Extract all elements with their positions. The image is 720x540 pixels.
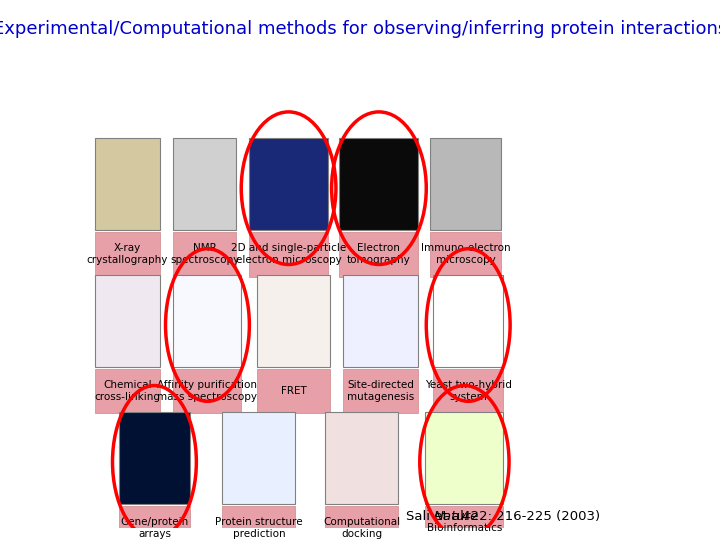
Text: Computational
docking: Computational docking [323, 517, 400, 539]
FancyBboxPatch shape [249, 232, 328, 276]
FancyBboxPatch shape [257, 275, 330, 367]
FancyBboxPatch shape [222, 505, 295, 540]
FancyBboxPatch shape [325, 505, 398, 540]
Text: Protein structure
prediction: Protein structure prediction [215, 517, 302, 539]
FancyBboxPatch shape [174, 275, 241, 367]
FancyBboxPatch shape [257, 369, 330, 414]
FancyBboxPatch shape [339, 138, 418, 230]
FancyBboxPatch shape [95, 275, 160, 367]
FancyBboxPatch shape [425, 412, 503, 504]
FancyBboxPatch shape [431, 232, 500, 276]
Text: X-ray
crystallography: X-ray crystallography [86, 244, 168, 265]
FancyBboxPatch shape [343, 369, 418, 414]
FancyBboxPatch shape [425, 505, 503, 540]
Text: Sali et al.: Sali et al. [406, 510, 472, 523]
FancyBboxPatch shape [95, 232, 160, 276]
Text: Bioinformatics: Bioinformatics [427, 523, 502, 533]
FancyBboxPatch shape [249, 138, 328, 230]
Text: FRET: FRET [281, 386, 307, 396]
FancyBboxPatch shape [174, 232, 235, 276]
FancyBboxPatch shape [174, 138, 235, 230]
Text: Site-directed
mutagenesis: Site-directed mutagenesis [347, 380, 414, 402]
FancyBboxPatch shape [120, 505, 189, 540]
FancyBboxPatch shape [95, 369, 160, 414]
Text: 2D and single-particle
electron microscopy: 2D and single-particle electron microsco… [231, 244, 346, 265]
Text: Experimental/Computational methods for observing/inferring protein interactions: Experimental/Computational methods for o… [0, 20, 720, 38]
FancyBboxPatch shape [339, 232, 418, 276]
Text: Affinity purification
mass spectroscopy: Affinity purification mass spectroscopy [158, 380, 258, 402]
Text: Yeast two-hybrid
system: Yeast two-hybrid system [425, 380, 512, 402]
Text: Nature: Nature [433, 510, 479, 523]
FancyBboxPatch shape [222, 412, 295, 504]
Text: Chemical
cross-linking: Chemical cross-linking [94, 380, 161, 402]
FancyBboxPatch shape [120, 412, 189, 504]
FancyBboxPatch shape [431, 138, 500, 230]
FancyBboxPatch shape [95, 138, 160, 230]
Text: 422: 216-225 (2003): 422: 216-225 (2003) [459, 510, 600, 523]
FancyBboxPatch shape [433, 369, 503, 414]
FancyBboxPatch shape [325, 412, 398, 504]
FancyBboxPatch shape [433, 275, 503, 367]
FancyBboxPatch shape [343, 275, 418, 367]
Text: NMR
spectroscopy: NMR spectroscopy [170, 244, 239, 265]
Text: Gene/protein
arrays: Gene/protein arrays [120, 517, 189, 539]
Text: Electron
tomography: Electron tomography [347, 244, 411, 265]
Text: Immuno-electron
microscopy: Immuno-electron microscopy [420, 244, 510, 265]
FancyBboxPatch shape [174, 369, 241, 414]
